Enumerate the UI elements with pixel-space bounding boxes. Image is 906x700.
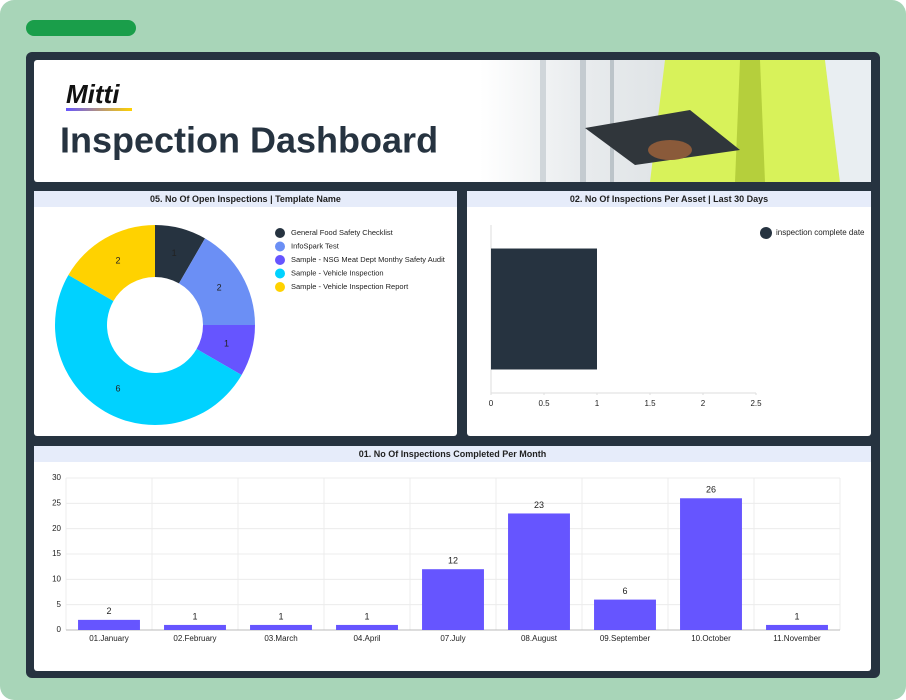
y-tick-label: 30 [52,473,61,482]
x-tick-label: 08.August [521,634,558,643]
x-tick-label: 1.5 [644,399,656,408]
data-label: 26 [706,485,716,495]
x-tick-label: 10.October [691,634,731,643]
pie-slice [155,225,205,284]
y-tick-label: 10 [52,574,61,583]
legend-label: InfoSpark Test [291,241,340,250]
status-pill [26,20,136,36]
legend-label: General Food Safety Checklist [291,228,394,237]
bar [594,599,656,630]
data-label: 1 [192,611,197,621]
page-title: Inspection Dashboard [60,120,438,161]
legend-swatch [275,282,285,292]
legend-swatch [275,241,285,252]
pie-slice [55,275,242,425]
x-tick-label: 07.July [440,634,465,643]
legend-swatch [760,227,772,239]
data-label: 1 [794,611,799,621]
logo: Mitti [66,79,120,109]
legend-label: inspection complete date [776,228,865,237]
bar [250,624,312,630]
y-tick-label: 0 [57,625,62,634]
slice-label: 1 [172,248,177,258]
slice-label: 2 [217,282,222,292]
data-label: 6 [622,586,627,596]
slice-label: 6 [115,383,120,393]
bar [680,498,742,630]
pie-slice [179,238,255,325]
bar [491,248,597,370]
legend-label: Sample - Vehicle Inspection [291,268,384,277]
pie-slice [196,325,255,375]
x-tick-label: 0.5 [538,399,550,408]
slice-label: 2 [115,255,120,265]
y-tick-label: 15 [52,549,61,558]
panel [34,446,871,671]
x-tick-label: 09.September [600,634,651,643]
photo-details [540,60,871,182]
x-tick-label: 0 [489,399,494,408]
x-tick-label: 03.March [264,634,297,643]
bar [78,619,140,630]
y-tick-label: 25 [52,498,61,507]
x-tick-label: 01.January [89,634,129,643]
legend-swatch [275,268,285,279]
bar [164,624,226,630]
pie-slice [68,225,155,301]
x-tick-label: 2.5 [750,399,762,408]
panel-title-bar [34,191,457,207]
bar [422,569,484,630]
chart-title: 01. No Of Inspections Completed Per Mont… [359,449,547,459]
x-tick-label: 04.April [353,634,380,643]
x-tick-label: 1 [595,399,600,408]
legend-swatch [275,228,285,238]
data-label: 12 [448,556,458,566]
bar [336,624,398,630]
bar [508,513,570,630]
chart-title: 05. No Of Open Inspections | Template Na… [150,194,341,204]
panel-title-bar [34,446,871,462]
slice-label: 1 [224,339,229,349]
y-tick-label: 20 [52,524,61,533]
bar [766,624,828,630]
x-tick-label: 2 [701,399,706,408]
panel-title-bar [467,191,871,207]
legend-label: Sample - Vehicle Inspection Report [291,282,409,291]
data-label: 1 [364,611,369,621]
legend-swatch [275,255,285,265]
data-label: 1 [278,611,283,621]
x-tick-label: 02.February [173,634,216,643]
chart-title: 02. No Of Inspections Per Asset | Last 3… [570,194,768,204]
legend-label: Sample - NSG Meat Dept Monthy Safety Aud… [291,255,446,264]
logo-underline [66,108,132,111]
data-label: 2 [106,606,111,616]
y-tick-label: 5 [57,600,62,609]
x-tick-label: 11.November [773,634,821,643]
data-label: 23 [534,500,544,510]
